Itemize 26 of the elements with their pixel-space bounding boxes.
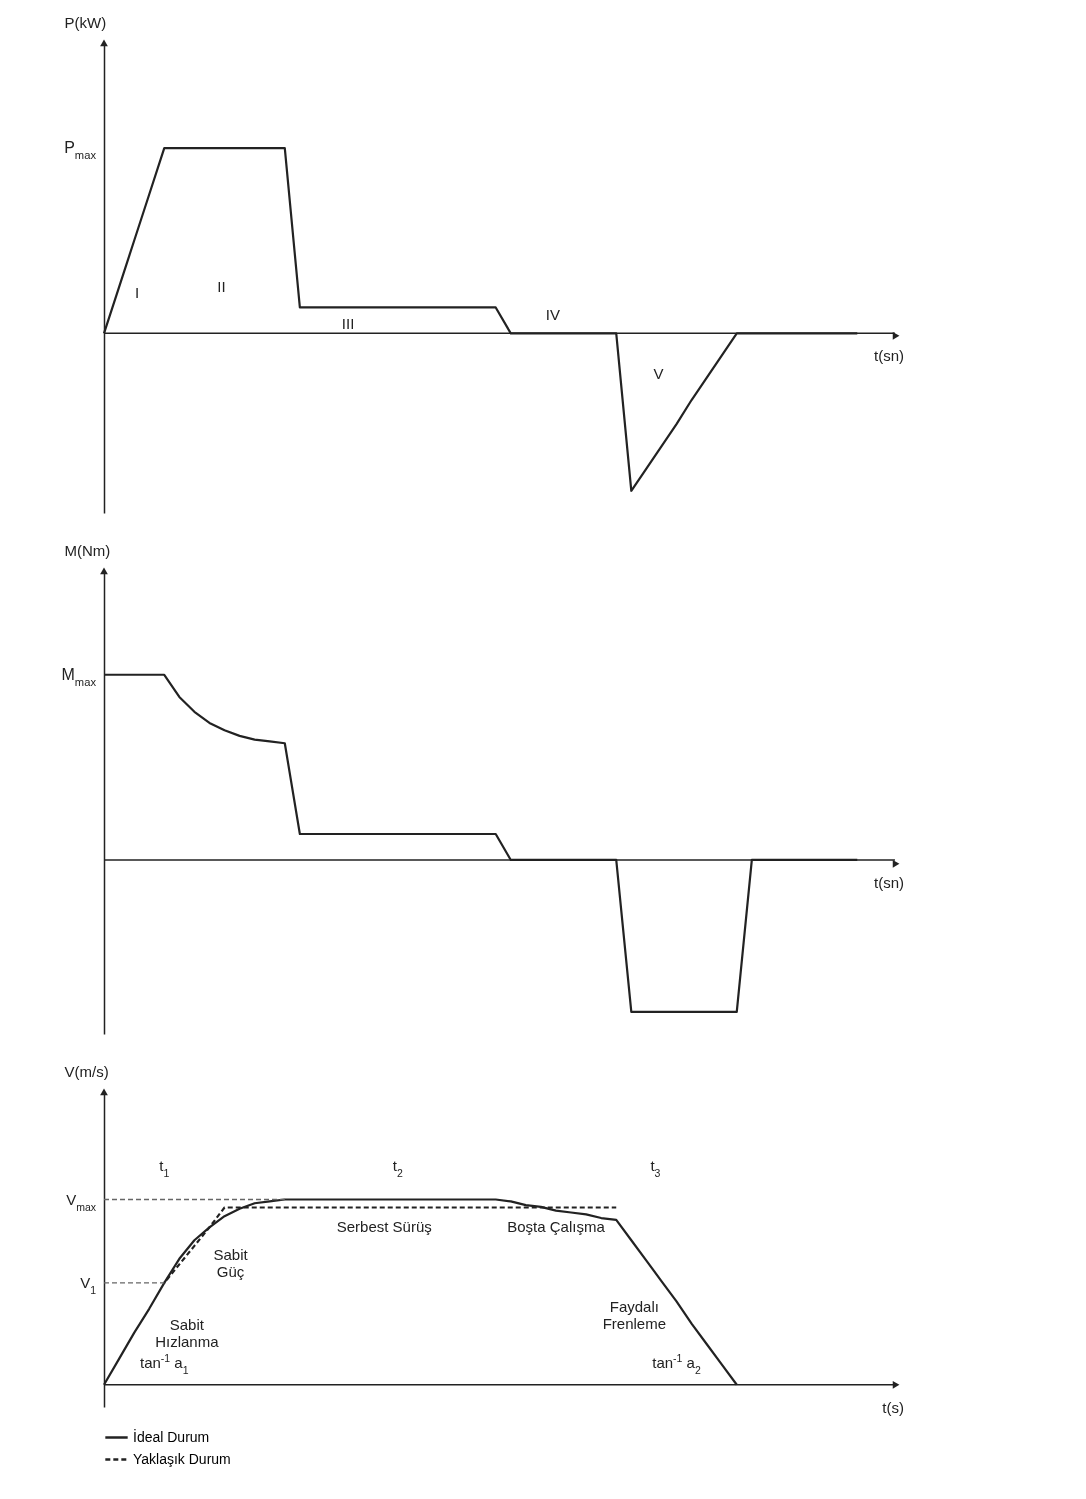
text: t$_{2}$	[392, 1157, 403, 1180]
annotation: I	[135, 283, 140, 301]
text: t$_{1}$	[159, 1157, 170, 1180]
annotation: II	[217, 278, 226, 296]
annotation: IV	[545, 305, 561, 323]
annotation: tan$^{-1}$ a$_{1}$	[139, 1351, 189, 1376]
annotation: III	[341, 315, 355, 333]
legend-label: Yaklaşık Durum	[133, 1450, 231, 1467]
ref-line-label: V$_{1}$	[80, 1273, 97, 1296]
text: M$_{max}$	[61, 665, 97, 688]
y-axis-title: M(Nm)	[64, 541, 111, 559]
legend-label: İdeal Durum	[133, 1427, 210, 1445]
ref-line-label: V$_{max}$	[66, 1190, 97, 1213]
annotation: Serbest Sürüş	[336, 1218, 432, 1236]
text: t$_{3}$	[650, 1157, 661, 1180]
annotation: Faydalı Frenleme	[602, 1297, 666, 1332]
annotation: V	[653, 365, 664, 383]
x-axis-title: t(sn)	[874, 873, 904, 891]
y-axis-title: V(m/s)	[64, 1062, 109, 1080]
annotation: tan$^{-1}$ a$_{2}$	[652, 1351, 701, 1376]
x-axis-title: t(s)	[882, 1398, 904, 1416]
annotation: Sabit Güç	[213, 1246, 249, 1281]
y-axis-title: P(kW)	[64, 13, 107, 31]
x-axis-title: t(sn)	[874, 347, 904, 365]
text: P$_{max}$	[64, 139, 97, 162]
annotation: Boşta Çalışma	[507, 1218, 606, 1236]
